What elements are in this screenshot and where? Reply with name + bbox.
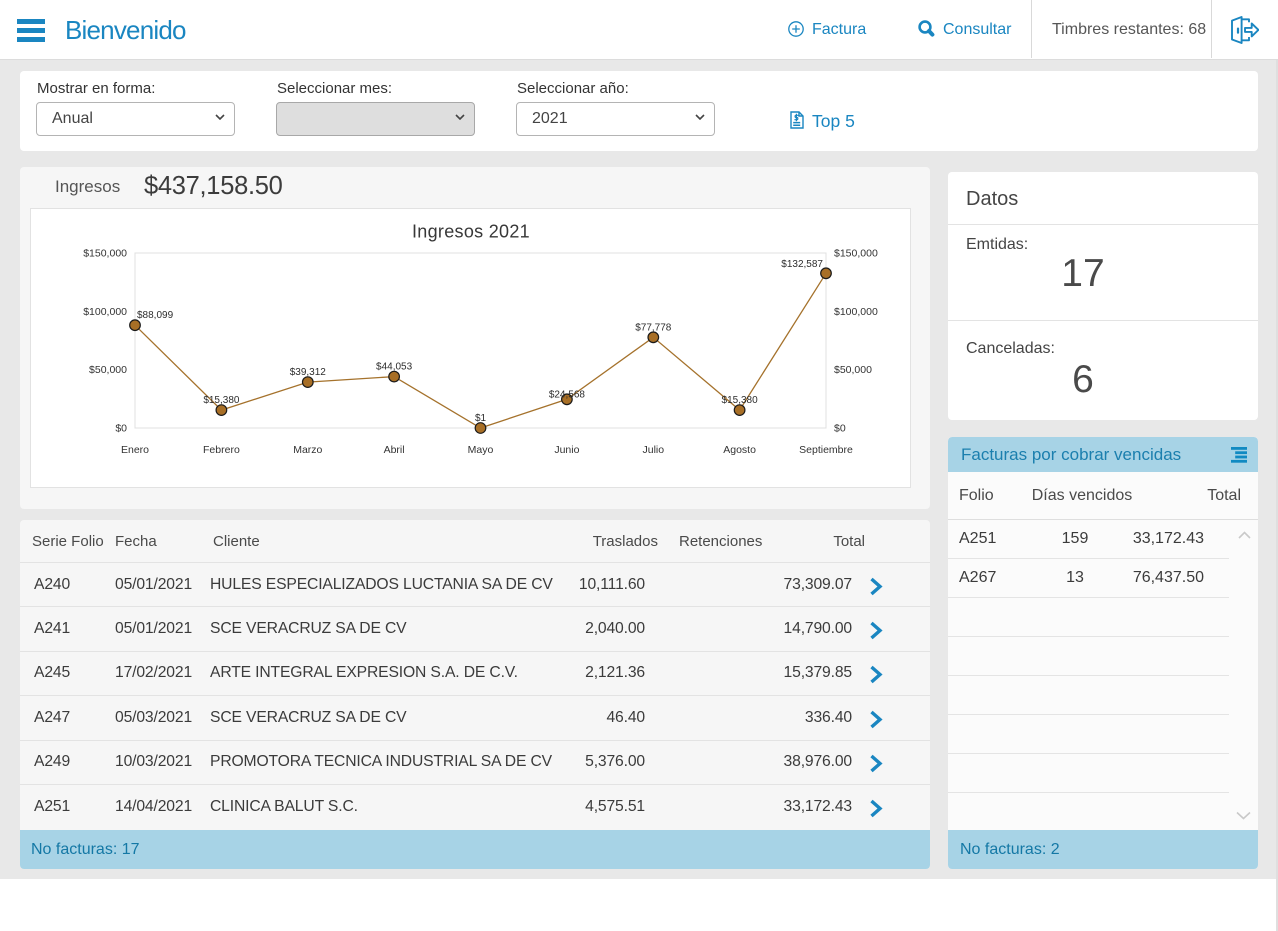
svg-text:$0: $0 bbox=[834, 423, 846, 435]
svg-text:Julio: Julio bbox=[642, 444, 664, 456]
svg-text:Marzo: Marzo bbox=[293, 444, 322, 456]
svg-text:Ingresos 2021: Ingresos 2021 bbox=[412, 222, 530, 242]
svg-text:$0: $0 bbox=[115, 423, 127, 435]
svg-text:$24,568: $24,568 bbox=[549, 389, 586, 400]
svg-text:$150,000: $150,000 bbox=[83, 248, 127, 260]
svg-text:Mayo: Mayo bbox=[468, 444, 494, 456]
svg-text:$100,000: $100,000 bbox=[834, 306, 878, 318]
svg-text:$150,000: $150,000 bbox=[834, 248, 878, 260]
svg-text:Abril: Abril bbox=[384, 444, 405, 456]
svg-text:$15,380: $15,380 bbox=[203, 395, 240, 406]
svg-text:$44,053: $44,053 bbox=[376, 362, 413, 373]
svg-text:Agosto: Agosto bbox=[723, 444, 756, 456]
svg-text:$50,000: $50,000 bbox=[834, 364, 872, 376]
svg-text:Febrero: Febrero bbox=[203, 444, 240, 456]
svg-text:$39,312: $39,312 bbox=[290, 367, 327, 378]
svg-text:$1: $1 bbox=[475, 413, 487, 424]
svg-text:$77,778: $77,778 bbox=[635, 322, 672, 333]
svg-text:$15,380: $15,380 bbox=[722, 395, 759, 406]
svg-text:Septiembre: Septiembre bbox=[799, 444, 853, 456]
svg-text:Enero: Enero bbox=[121, 444, 149, 456]
svg-text:Junio: Junio bbox=[554, 444, 579, 456]
svg-text:$100,000: $100,000 bbox=[83, 306, 127, 318]
svg-text:$132,587: $132,587 bbox=[781, 259, 823, 270]
svg-text:$50,000: $50,000 bbox=[89, 364, 127, 376]
svg-text:$88,099: $88,099 bbox=[137, 310, 174, 321]
